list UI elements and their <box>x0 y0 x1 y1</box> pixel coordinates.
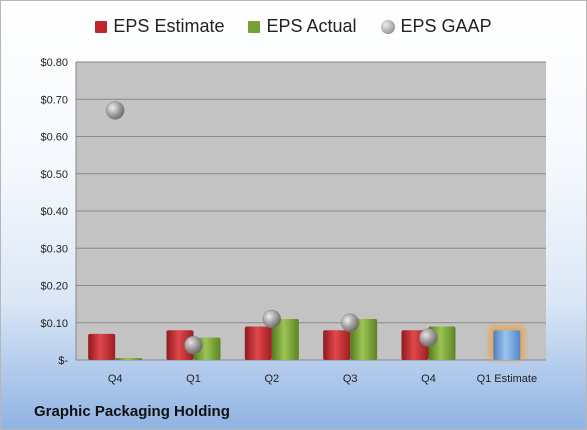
y-tick-label: $0.80 <box>40 57 68 69</box>
x-tick-label: Q2 <box>264 373 279 385</box>
legend: EPS Estimate EPS Actual EPS GAAP <box>1 16 586 37</box>
y-tick-label: $0.60 <box>40 132 68 144</box>
point-eps-gaap <box>105 101 125 120</box>
point-eps-gaap <box>184 335 203 355</box>
legend-label-estimate: EPS Estimate <box>113 16 225 36</box>
x-tick-label: Q3 <box>343 373 358 385</box>
y-tick-label: $0.70 <box>40 94 68 106</box>
y-tick-label: $0.10 <box>40 318 68 330</box>
point-eps-gaap <box>262 309 282 329</box>
legend-item-gaap: EPS GAAP <box>380 16 492 37</box>
legend-item-actual: EPS Actual <box>248 16 357 37</box>
y-tick-label: $- <box>58 355 68 367</box>
legend-label-gaap: EPS GAAP <box>400 16 492 36</box>
x-tick-label: Q4 <box>421 373 436 385</box>
bar-eps-actual <box>271 319 299 360</box>
bar-eps-estimate <box>166 330 194 360</box>
legend-label-actual: EPS Actual <box>266 16 357 36</box>
y-tick-label: $0.30 <box>40 243 68 255</box>
legend-item-estimate: EPS Estimate <box>95 16 224 37</box>
bar-next-estimate <box>493 330 521 360</box>
bar-eps-estimate <box>88 333 116 360</box>
company-name: Graphic Packaging Holding <box>34 403 230 420</box>
x-tick-label: Q1 Estimate <box>477 373 538 385</box>
y-tick-label: $0.20 <box>40 281 68 293</box>
x-tick-label: Q1 <box>186 373 201 385</box>
legend-swatch-actual <box>248 20 261 33</box>
bar-eps-actual <box>115 358 143 360</box>
point-eps-gaap <box>340 313 360 332</box>
bar-eps-estimate <box>323 330 351 360</box>
x-tick-label: Q4 <box>108 373 123 385</box>
y-tick-label: $0.50 <box>40 169 68 181</box>
y-tick-label: $0.40 <box>40 206 68 218</box>
legend-swatch-gaap <box>380 19 395 34</box>
point-eps-gaap <box>419 328 438 347</box>
bar-eps-actual <box>350 319 378 360</box>
legend-swatch-estimate <box>95 20 108 33</box>
bar-eps-estimate <box>244 326 272 360</box>
